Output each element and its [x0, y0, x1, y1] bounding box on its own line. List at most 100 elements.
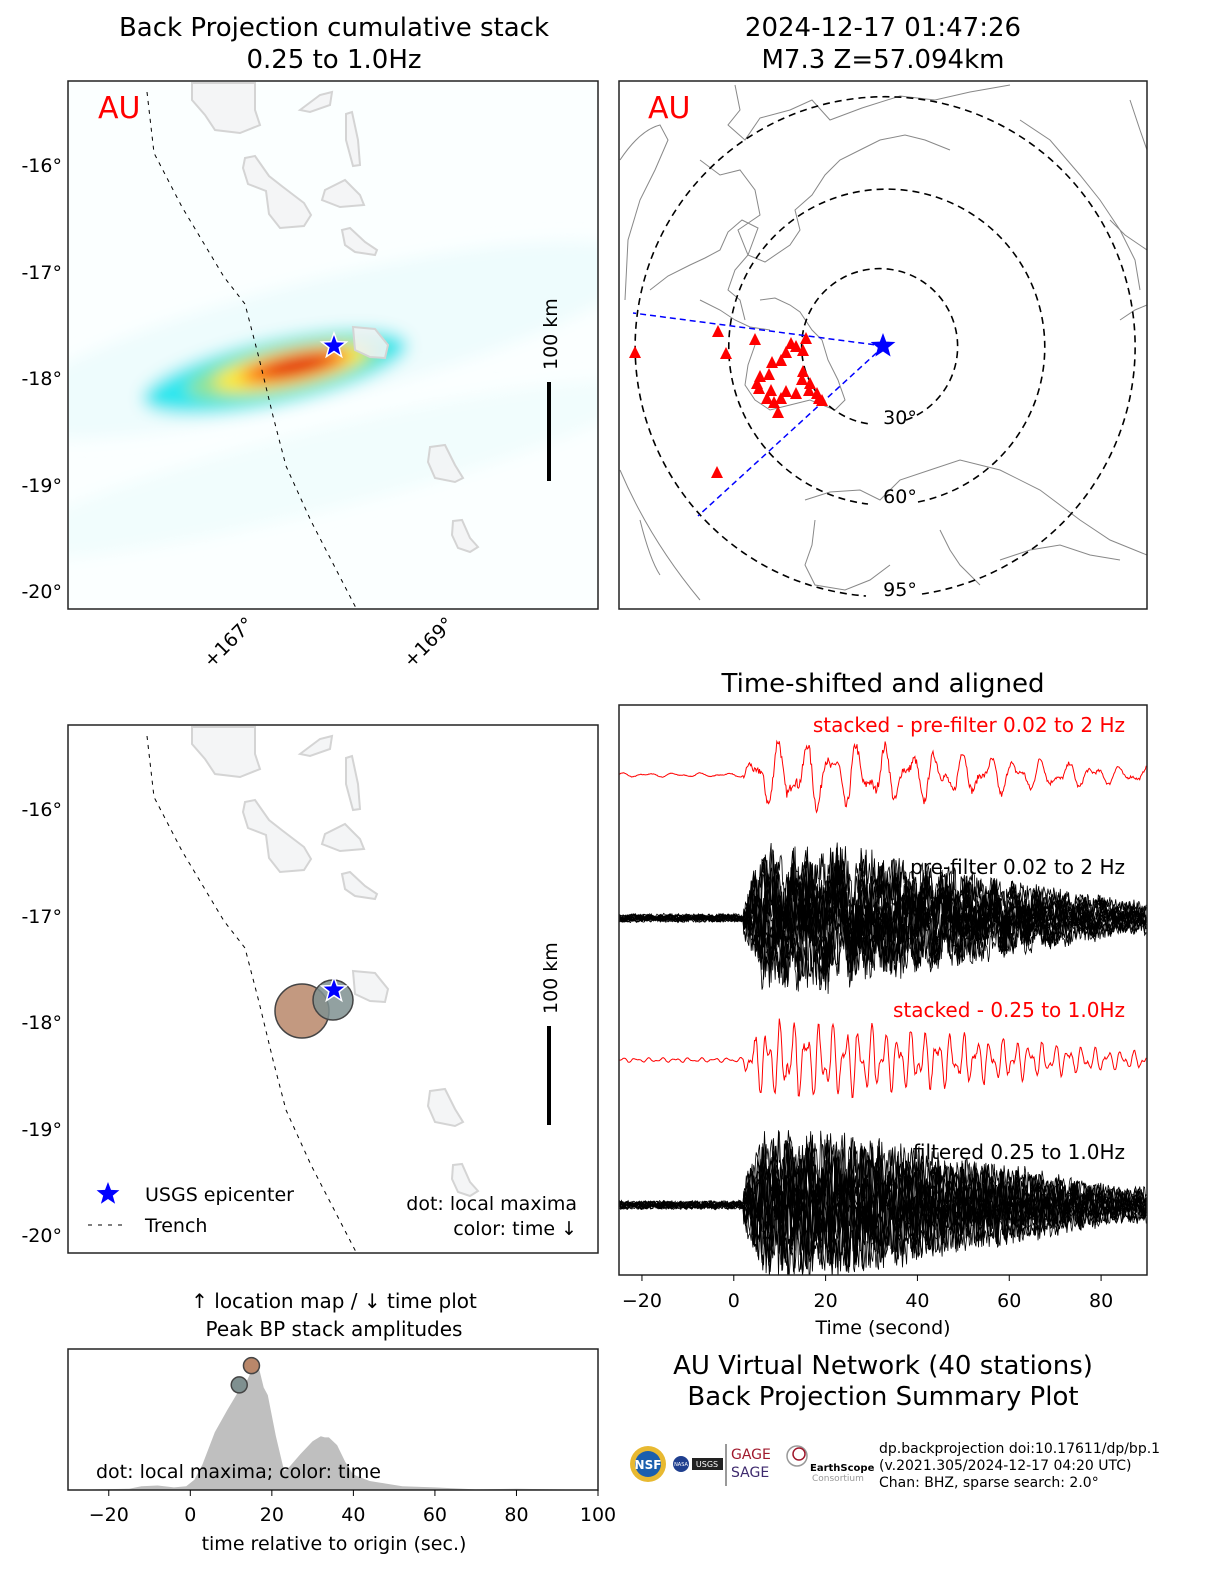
lat-tick: -16°: [21, 799, 62, 821]
island: [241, 154, 313, 230]
info-line-2: (v.2021.305/2024-12-17 04:20 UTC): [879, 1458, 1131, 1474]
x-tick-label: 80: [504, 1504, 528, 1526]
station-triangle: [711, 466, 723, 478]
amp-annotation: dot: local maxima; color: time: [96, 1461, 381, 1483]
amp-xlabel: time relative to origin (sec.): [202, 1533, 467, 1555]
amp-title-1: ↑ location map / ↓ time plot: [191, 1289, 477, 1313]
distance-label-95: 95°: [883, 579, 917, 601]
legend-epicenter-label: USGS epicenter: [145, 1184, 294, 1206]
x-tick-label: 100: [580, 1504, 616, 1526]
filtered-trace: [619, 1132, 1147, 1272]
prefilter-trace: [619, 847, 1147, 986]
lat-tick: -17°: [21, 906, 62, 928]
earthscope-logo: EarthScope Consortium: [786, 1445, 875, 1484]
amplitude-area: [68, 1361, 598, 1490]
amplitude-plot: [68, 1356, 598, 1490]
bp-lat-ticks: -16° -17° -18° -19° -20°: [21, 155, 62, 603]
station-triangle: [768, 396, 780, 408]
island: [351, 325, 390, 360]
global-map: 30° 60° 95° AU: [619, 81, 1147, 609]
trace-label: stacked - 0.25 to 1.0Hz: [893, 998, 1125, 1022]
gage-logo: GAGE: [731, 1447, 771, 1463]
station-triangle: [797, 344, 809, 356]
svg-text:NSF: NSF: [635, 1458, 662, 1472]
maxima-note-2: color: time ↓: [453, 1218, 577, 1240]
filtered-trace: [619, 1142, 1147, 1270]
azimuth-line: [697, 345, 885, 517]
island: [340, 226, 379, 257]
lat-tick: -17°: [21, 262, 62, 284]
waveform-plot: [619, 739, 1147, 1275]
x-tick-label: −20: [622, 1290, 662, 1312]
svg-text:NASA: NASA: [674, 1462, 688, 1468]
x-tick-label: 80: [1089, 1290, 1113, 1312]
island: [320, 178, 366, 209]
station-triangle: [765, 384, 777, 396]
info-line-3: Chan: BHZ, sparse search: 2.0°: [879, 1475, 1099, 1491]
station-triangle: [775, 392, 787, 404]
lat-tick: -20°: [21, 1225, 62, 1247]
ring-60: [727, 188, 1046, 505]
info-line-1: dp.backprojection doi:10.17611/dp/bp.1: [879, 1441, 1160, 1457]
trace-label: filtered 0.25 to 1.0Hz: [913, 1140, 1125, 1164]
x-tick-label: 60: [423, 1504, 447, 1526]
epicenter-star-icon: [319, 974, 349, 1003]
station-triangle: [790, 340, 802, 352]
station-triangle: [720, 347, 732, 359]
event-magnitude-title: M7.3 Z=57.094km: [761, 45, 1004, 75]
station-triangle: [766, 356, 778, 368]
lat-tick: -18°: [21, 368, 62, 390]
x-tick-label: 40: [905, 1290, 929, 1312]
x-tick-label: 0: [184, 1504, 196, 1526]
station-triangle: [797, 365, 809, 377]
station-triangle: [780, 346, 792, 358]
island: [241, 798, 313, 874]
amp-x-ticks: −20 0 20 40 60 80 100: [89, 1490, 616, 1526]
island: [450, 1162, 480, 1198]
lon-tick: +169°: [399, 613, 458, 672]
island: [345, 754, 362, 812]
station-triangle: [790, 387, 802, 399]
bp-map-subtitle: 0.25 to 1.0Hz: [246, 45, 421, 75]
island: [191, 726, 262, 779]
lat-tick: -18°: [21, 1012, 62, 1034]
station-triangle: [763, 368, 775, 380]
island: [426, 443, 465, 484]
logos: NSF NASA USGS GAGE SAGE EarthScope Conso…: [630, 1444, 875, 1486]
ring-95: [634, 95, 1136, 597]
lat-tick: -20°: [21, 581, 62, 603]
nsf-logo: NSF: [630, 1446, 666, 1482]
summary-title-1: AU Virtual Network (40 stations): [673, 1351, 1093, 1381]
stacked-prefilter-trace: [619, 739, 1147, 814]
coastlines: [619, 84, 1147, 601]
distance-label-60: 60°: [883, 486, 917, 508]
lon-tick: +167°: [199, 613, 258, 672]
island: [426, 1087, 465, 1128]
bp-map: AU 100 km: [68, 81, 598, 609]
x-tick-label: −20: [89, 1504, 129, 1526]
distance-rings: [634, 95, 1136, 597]
maxima-lat-ticks: -16° -17° -18° -19° -20°: [21, 799, 62, 1247]
svg-text:EarthScope: EarthScope: [810, 1463, 875, 1474]
station-triangle: [775, 354, 787, 366]
usgs-logo: USGS: [692, 1458, 723, 1470]
station-triangle: [761, 392, 773, 404]
svg-text:Consortium: Consortium: [812, 1474, 864, 1484]
x-tick-label: 40: [341, 1504, 365, 1526]
station-triangle: [800, 332, 812, 344]
station-triangle: [629, 346, 641, 358]
island: [450, 518, 480, 554]
x-tick-label: 60: [997, 1290, 1021, 1312]
station-triangle: [816, 394, 828, 406]
station-triangle: [804, 377, 816, 389]
islands: [191, 726, 480, 1198]
island: [297, 90, 334, 114]
bp-heatmap: [68, 241, 598, 559]
station-triangle: [749, 333, 761, 345]
trench-line: [146, 735, 357, 1253]
prefilter-trace: [619, 846, 1147, 988]
trench-line: [146, 91, 357, 609]
scale-label: 100 km: [540, 298, 562, 370]
waveform-xlabel: Time (second): [814, 1317, 950, 1339]
